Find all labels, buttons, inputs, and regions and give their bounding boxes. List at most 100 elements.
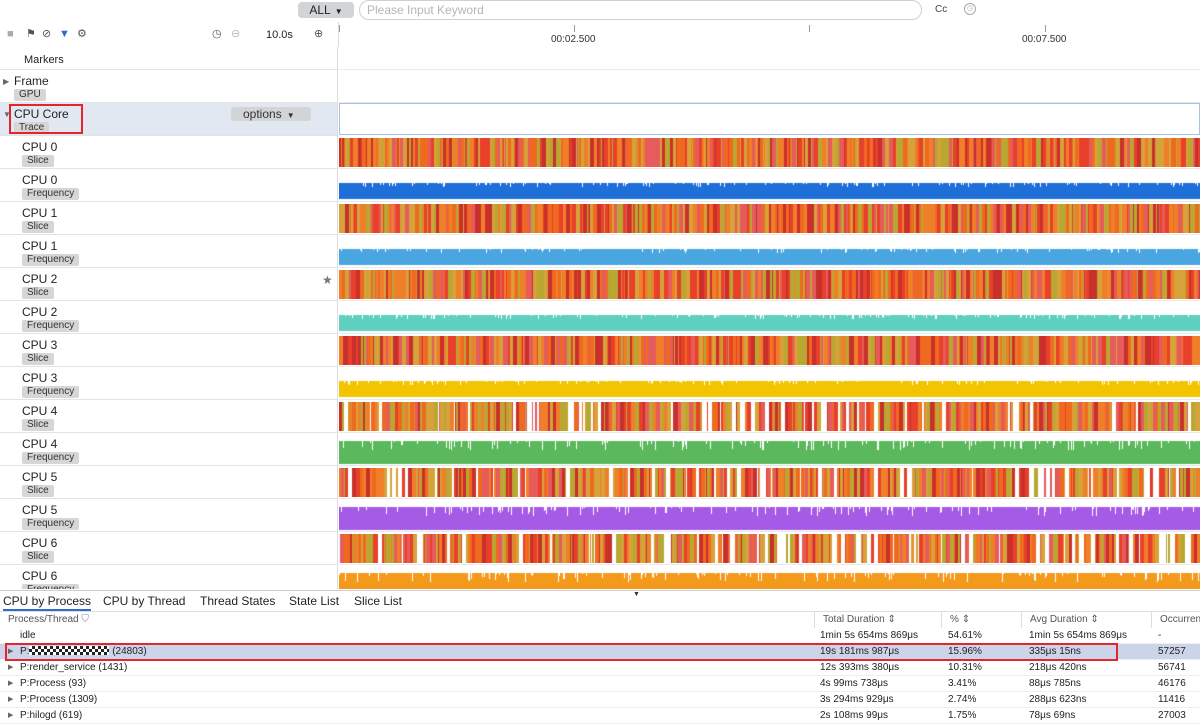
tick-label: 00:02.500 — [551, 34, 596, 45]
cpu-label: CPU 5 — [22, 503, 58, 517]
expand-icon[interactable]: ▶ — [8, 712, 14, 719]
expand-icon[interactable]: ▶ — [8, 696, 14, 703]
frequency-strip[interactable] — [339, 169, 1200, 202]
cpu-track[interactable] — [339, 400, 1200, 433]
frame-track[interactable] — [339, 70, 1200, 103]
star-icon[interactable]: ★ — [322, 273, 333, 287]
tab-cpu-by-thread[interactable]: CPU by Thread — [103, 594, 186, 608]
cpu-row[interactable]: CPU 5 Slice — [0, 466, 337, 499]
slice-strip[interactable] — [339, 468, 1200, 497]
cpu-track[interactable] — [339, 433, 1200, 466]
search-input[interactable]: Please Input Keyword — [359, 0, 922, 20]
expand-icon[interactable]: ▶ — [8, 680, 14, 687]
settings-icon[interactable]: ⚙ — [77, 28, 87, 40]
frequency-strip[interactable] — [339, 301, 1200, 334]
process-name: P:hilogd (619) — [20, 710, 83, 721]
cpu-label: CPU 3 — [22, 338, 58, 352]
percent: 3.41% — [948, 678, 977, 689]
cpu-track[interactable] — [339, 466, 1200, 499]
cpu-tag: Slice — [22, 419, 54, 431]
cpu-row[interactable]: CPU 0 Frequency — [0, 169, 337, 202]
cpu-row[interactable]: CPU 3 Frequency — [0, 367, 337, 400]
column-header-process[interactable]: Process/Thread ⛉ — [0, 612, 815, 628]
cpu-row[interactable]: CPU 1 Frequency — [0, 235, 337, 268]
cpu-track[interactable] — [339, 301, 1200, 334]
tab-thread-states[interactable]: Thread States — [200, 594, 276, 608]
column-header-percent[interactable]: % ⇕ — [942, 612, 1022, 628]
markers-row[interactable]: Markers — [0, 47, 337, 70]
cpu-track[interactable] — [339, 235, 1200, 268]
options-dropdown[interactable]: options ▼ — [231, 107, 311, 121]
cpu-track[interactable] — [339, 565, 1200, 589]
cpu-row[interactable]: CPU 6 Slice — [0, 532, 337, 565]
frequency-strip[interactable] — [339, 235, 1200, 268]
table-row[interactable]: ▶ P:hilogd (619) 2s 108ms 99μs 1.75% 78μ… — [0, 708, 1200, 724]
zoom-in-icon[interactable]: ⊕ — [314, 28, 324, 40]
frequency-strip[interactable] — [339, 367, 1200, 400]
case-sensitive-toggle[interactable]: Cc — [935, 4, 948, 15]
column-header-total-duration[interactable]: Total Duration ⇕ — [815, 612, 942, 628]
table-row[interactable]: ▶ P:Process (1309) 3s 294ms 929μs 2.74% … — [0, 692, 1200, 708]
slice-strip[interactable] — [339, 534, 1200, 563]
cpu-label: CPU 4 — [22, 437, 58, 451]
cpu-label: CPU 2 — [22, 272, 58, 286]
collapse-panel-icon[interactable]: ▼ — [633, 591, 640, 598]
history-icon[interactable]: ◷ — [964, 3, 976, 15]
markers-track[interactable] — [339, 47, 1200, 70]
cpu-row[interactable]: CPU 4 Frequency — [0, 433, 337, 466]
table-row[interactable]: ▶ P:render_service (1431) 12s 393ms 380μ… — [0, 660, 1200, 676]
cpu-row[interactable]: CPU 2 Slice ★ — [0, 268, 337, 301]
cpu-track[interactable] — [339, 532, 1200, 565]
cpu-row[interactable]: CPU 0 Slice — [0, 136, 337, 169]
cpu-track[interactable] — [339, 499, 1200, 532]
column-header-occurrences[interactable]: Occurrences — [1160, 614, 1200, 625]
cpu-core-track[interactable] — [339, 103, 1200, 135]
cpu-track[interactable] — [339, 268, 1200, 301]
cpu-track[interactable] — [339, 202, 1200, 235]
cpu-core-row[interactable]: ▼ CPU Core Trace options ▼ — [0, 103, 337, 136]
tab-state-list[interactable]: State List — [289, 594, 340, 608]
cpu-track[interactable] — [339, 169, 1200, 202]
tab-cpu-by-process[interactable]: CPU by Process — [3, 594, 92, 611]
slice-strip[interactable] — [339, 138, 1200, 167]
total-duration: 2s 108ms 99μs — [820, 710, 889, 721]
square-icon[interactable]: ■ — [7, 28, 14, 40]
frequency-strip[interactable] — [339, 565, 1200, 589]
cpu-row[interactable]: CPU 3 Slice — [0, 334, 337, 367]
collapse-icon[interactable]: ▼ — [3, 110, 11, 119]
cpu-track[interactable] — [339, 367, 1200, 400]
column-header-avg-duration[interactable]: Avg Duration ⇕ — [1022, 612, 1152, 628]
zoom-value: 10.0s — [266, 29, 293, 41]
tab-slice-list[interactable]: Slice List — [354, 594, 403, 608]
cpu-row[interactable]: CPU 4 Slice — [0, 400, 337, 433]
table-row-selected[interactable]: ▶ P: (24803) 19s 181ms 987μs 15.96% 335μ… — [0, 643, 1200, 661]
cpu-row[interactable]: CPU 1 Slice — [0, 202, 337, 235]
frequency-strip[interactable] — [339, 499, 1200, 532]
slice-strip[interactable] — [339, 204, 1200, 233]
expand-icon[interactable]: ▶ — [8, 648, 14, 655]
cpu-row[interactable]: CPU 2 Frequency — [0, 301, 337, 334]
block-icon[interactable]: ⊘ — [42, 28, 52, 40]
cpu-row[interactable]: CPU 5 Frequency — [0, 499, 337, 532]
expand-icon[interactable]: ▶ — [3, 77, 10, 86]
timeline-ruler[interactable]: 00:02.500 00:07.500 — [338, 22, 1200, 47]
track-area[interactable] — [339, 47, 1200, 589]
timer-icon[interactable]: ◷ — [212, 28, 222, 40]
cpu-track[interactable] — [339, 136, 1200, 169]
slice-strip[interactable] — [339, 270, 1200, 299]
cpu-row[interactable]: CPU 6Frequency — [0, 565, 337, 589]
frequency-strip[interactable] — [339, 433, 1200, 466]
expand-icon[interactable]: ▶ — [8, 664, 14, 671]
slice-strip[interactable] — [339, 336, 1200, 365]
cpu-tag: Slice — [22, 155, 54, 167]
zoom-out-icon[interactable]: ⊖ — [231, 28, 241, 40]
cpu-track[interactable] — [339, 334, 1200, 367]
filter-dropdown[interactable]: ALL ▼ — [298, 2, 354, 18]
flag-icon[interactable]: ⚑ — [26, 28, 36, 40]
table-row[interactable]: ▶ P:Process (93) 4s 99ms 738μs 3.41% 88μ… — [0, 676, 1200, 692]
filter-icon[interactable]: ▼ — [59, 28, 70, 40]
table-row[interactable]: idle 1min 5s 654ms 869μs 54.61% 1min 5s … — [0, 628, 1200, 644]
slice-strip[interactable] — [339, 402, 1200, 431]
sort-icon: ⇕ — [1090, 614, 1099, 625]
frame-row[interactable]: ▶ Frame GPU — [0, 70, 337, 103]
